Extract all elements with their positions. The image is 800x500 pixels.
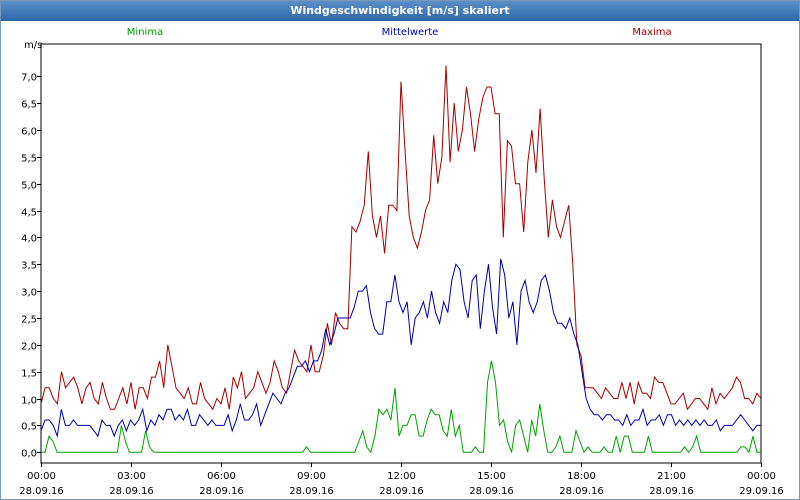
legend-maxima: Maxima xyxy=(632,27,671,38)
x-tick-date: 28.09.16 xyxy=(19,486,64,497)
y-tick-labels: 0,0 0,5 1,0 1,5 2,0 2,5 3,0 3,5 4,0 4,5 5,0 5,5 6,0 6… xyxy=(21,73,37,460)
x-tick-time: 21:00 xyxy=(657,471,686,482)
y-tick-label: 1,5 xyxy=(21,369,37,380)
y-tick-label: 0,0 xyxy=(21,449,37,460)
series-maxima xyxy=(40,65,762,411)
x-tick-date: 28.09.16 xyxy=(649,486,694,497)
y-tick-label: 4,5 xyxy=(21,208,37,219)
plot-area xyxy=(40,43,762,464)
x-tick-time: 12:00 xyxy=(387,471,416,482)
y-tick-label: 7,0 xyxy=(21,73,37,84)
y-axis-unit: m/s xyxy=(24,40,42,51)
y-tick-label: 3,5 xyxy=(21,261,37,272)
y-tick-label: 2,5 xyxy=(21,315,37,326)
x-tick-time: 00:00 xyxy=(747,471,776,482)
y-tick-label: 5,5 xyxy=(21,154,37,165)
y-tick-label: 2,0 xyxy=(21,342,37,353)
x-tick-time: 00:00 xyxy=(27,471,56,482)
series-minima xyxy=(41,360,761,454)
x-tick-time: 09:00 xyxy=(297,471,326,482)
x-tick-date: 28.09.16 xyxy=(469,486,514,497)
y-tick-label: 4,0 xyxy=(21,234,37,245)
y-tick-label: 3,0 xyxy=(21,288,37,299)
legend-minima: Minima xyxy=(127,27,163,38)
x-tick-time: 03:00 xyxy=(117,471,146,482)
x-tick-time: 18:00 xyxy=(567,471,596,482)
chart-axes xyxy=(37,43,762,467)
x-tick-date: 28.09.16 xyxy=(379,486,424,497)
legend-mittelwerte: Mittelwerte xyxy=(382,27,439,38)
window-title: Windgeschwindigkeit [m/s] skaliert xyxy=(1,1,799,21)
y-tick-label: 0,5 xyxy=(21,422,37,433)
series-lines xyxy=(40,65,762,454)
x-tick-date: 28.09.16 xyxy=(289,486,334,497)
series-mittelwerte xyxy=(40,258,761,439)
x-tick-time: 06:00 xyxy=(207,471,236,482)
x-tick-date: 28.09.16 xyxy=(109,486,154,497)
x-tick-date: 29.09.16 xyxy=(739,486,784,497)
x-tick-date: 28.09.16 xyxy=(199,486,244,497)
y-tick-label: 6,0 xyxy=(21,127,37,138)
y-tick-label: 6,5 xyxy=(21,100,37,111)
x-tick-date: 28.09.16 xyxy=(559,486,604,497)
y-tick-label: 5,0 xyxy=(21,181,37,192)
x-tick-labels: 00:00 28.09.16 03:00 28.09.16 06:00 28.09.16 0… xyxy=(19,471,784,497)
y-tick-label: 1,0 xyxy=(21,396,37,407)
x-tick-time: 15:00 xyxy=(477,471,506,482)
